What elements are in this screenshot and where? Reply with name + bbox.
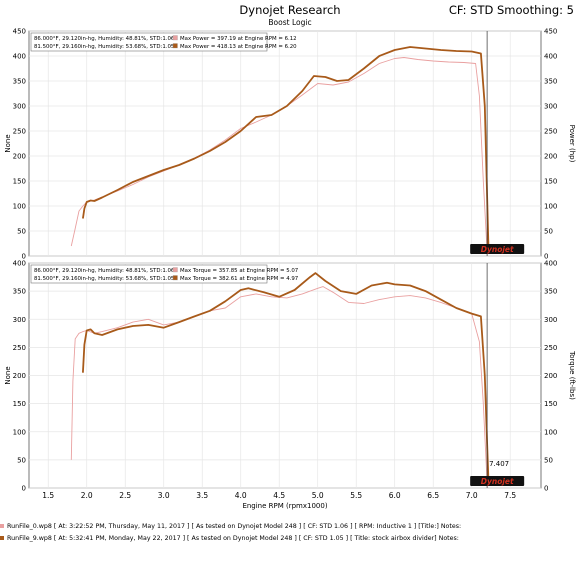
x-tick-label: 4.5 [273, 491, 285, 500]
dynojet-logo-text: Dynojet [481, 245, 514, 254]
y-tick-label-left: 0 [22, 253, 26, 261]
x-tick-label: 7.5 [504, 491, 516, 500]
y-axis-label-left: None [4, 366, 12, 384]
y-tick-label-left: 100 [13, 428, 26, 436]
y-tick-label-right: 200 [544, 372, 557, 380]
y-tick-label-left: 50 [17, 456, 26, 464]
torque-chart: 0 0 50 50 100 100 150 150 200 200 250 250 300 300 350 3… [4, 260, 576, 511]
y-tick-label-right: 50 [544, 456, 553, 464]
y-tick-label-left: 200 [13, 153, 26, 161]
legend-max-note: Max Torque = 357.85 at Engine RPM = 5.07 [180, 268, 298, 274]
run-1-color-icon [0, 536, 4, 540]
x-tick-label: 3.0 [158, 491, 170, 500]
x-tick-label: 4.0 [235, 491, 247, 500]
y-tick-label-right: 0 [544, 253, 548, 261]
x-tick-label: 1.5 [42, 491, 54, 500]
legend-conditions: 81.500°F, 29.160in-hg, Humidity: 53.68%,… [34, 44, 174, 50]
y-tick-label-left: 300 [13, 103, 26, 111]
y-tick-label-right: 150 [544, 400, 557, 408]
power-chart: 0 0 50 50 100 100 150 150 200 200 250 250 300 300 350 3… [4, 28, 576, 261]
correction-factor-label: CF: STD Smoothing: 5 [448, 3, 574, 17]
y-tick-label-left: 450 [13, 28, 26, 36]
x-tick-label: 6.5 [427, 491, 439, 500]
legend-conditions: 86.000°F, 29.120in-hg, Humidity: 48.81%,… [34, 268, 175, 274]
footer-run-0-text: RunFile_0.wp8 [ At: 3:22:52 PM, Thursday… [7, 523, 462, 530]
dynojet-logo [470, 244, 525, 254]
x-tick-label: 6.0 [389, 491, 401, 500]
y-tick-label-right: 150 [544, 178, 557, 186]
dynojet-logo [470, 476, 525, 486]
cursor-annotation: 7.407 [489, 460, 509, 468]
x-tick-label: 3.5 [196, 491, 208, 500]
y-tick-label-left: 350 [13, 288, 26, 296]
y-tick-label-left: 250 [13, 344, 26, 352]
y-tick-label-left: 0 [22, 485, 26, 493]
legend-box [30, 264, 268, 284]
x-tick-label: 2.0 [81, 491, 93, 500]
y-tick-label-right: 50 [544, 228, 553, 236]
x-tick-label: 5.5 [350, 491, 362, 500]
y-tick-label-left: 300 [13, 316, 26, 324]
footer-run-1-text: RunFile_9.wp8 [ At: 5:32:41 PM, Monday, … [7, 535, 459, 542]
y-tick-label-right: 300 [544, 103, 557, 111]
dyno-charts: 0 0 50 50 100 100 150 150 200 200 250 250 300 300 350 3… [4, 28, 576, 511]
y-tick-label-right: 200 [544, 153, 557, 161]
footer-run-1: RunFile_9.wp8 [ At: 5:32:41 PM, Monday, … [0, 535, 459, 542]
y-tick-label-right: 250 [544, 128, 557, 136]
y-tick-label-left: 350 [13, 78, 26, 86]
run-0-color-icon [0, 524, 4, 528]
plot-area [28, 30, 542, 257]
legend-swatch [172, 267, 178, 273]
legend-conditions: 81.500°F, 29.160in-hg, Humidity: 53.68%,… [34, 276, 174, 282]
y-tick-label-right: 450 [544, 28, 557, 36]
legend-max-note: Max Power = 418.13 at Engine RPM = 6.20 [180, 44, 297, 50]
legend-swatch [172, 35, 178, 41]
series-line-run-1 [82, 46, 490, 254]
y-tick-label-right: 100 [544, 203, 557, 211]
legend-box [30, 32, 268, 52]
legend-max-note: Max Power = 397.19 at Engine RPM = 6.12 [180, 36, 297, 42]
y-tick-label-right: 300 [544, 316, 557, 324]
legend-conditions: 86.000°F, 29.120in-hg, Humidity: 48.81%,… [34, 36, 175, 42]
y-tick-label-left: 400 [13, 260, 26, 268]
x-axis-label: Engine RPM (rpmx1000) [242, 502, 327, 510]
series-line-run-1 [82, 272, 490, 486]
footer-run-0: RunFile_0.wp8 [ At: 3:22:52 PM, Thursday… [0, 523, 461, 530]
y-tick-label-right: 350 [544, 288, 557, 296]
x-tick-label: 7.0 [466, 491, 478, 500]
chart-subtitle: Boost Logic [268, 18, 312, 27]
y-tick-label-left: 250 [13, 128, 26, 136]
y-axis-label-left: None [4, 134, 12, 152]
y-tick-label-right: 400 [544, 53, 557, 61]
y-tick-label-right: 400 [544, 260, 557, 268]
legend-max-note: Max Torque = 382.61 at Engine RPM = 4.97 [180, 276, 298, 282]
y-tick-label-left: 400 [13, 53, 26, 61]
y-tick-label-left: 150 [13, 178, 26, 186]
x-tick-label: 2.5 [119, 491, 131, 500]
chart-title: Dynojet Research [239, 3, 341, 17]
y-axis-label-right: Torque (ft-lbs) [568, 350, 576, 400]
y-tick-label-right: 100 [544, 428, 557, 436]
x-tick-label: 5.0 [312, 491, 324, 500]
legend-swatch [172, 43, 178, 49]
legend-swatch [172, 275, 178, 281]
y-tick-label-left: 150 [13, 400, 26, 408]
y-tick-label-left: 100 [13, 203, 26, 211]
y-tick-label-left: 50 [17, 228, 26, 236]
y-tick-label-right: 0 [544, 485, 548, 493]
y-tick-label-left: 200 [13, 372, 26, 380]
y-tick-label-right: 350 [544, 78, 557, 86]
dynojet-logo-text: Dynojet [481, 477, 514, 486]
y-tick-label-right: 250 [544, 344, 557, 352]
y-axis-label-right: Power (hp) [568, 125, 576, 163]
